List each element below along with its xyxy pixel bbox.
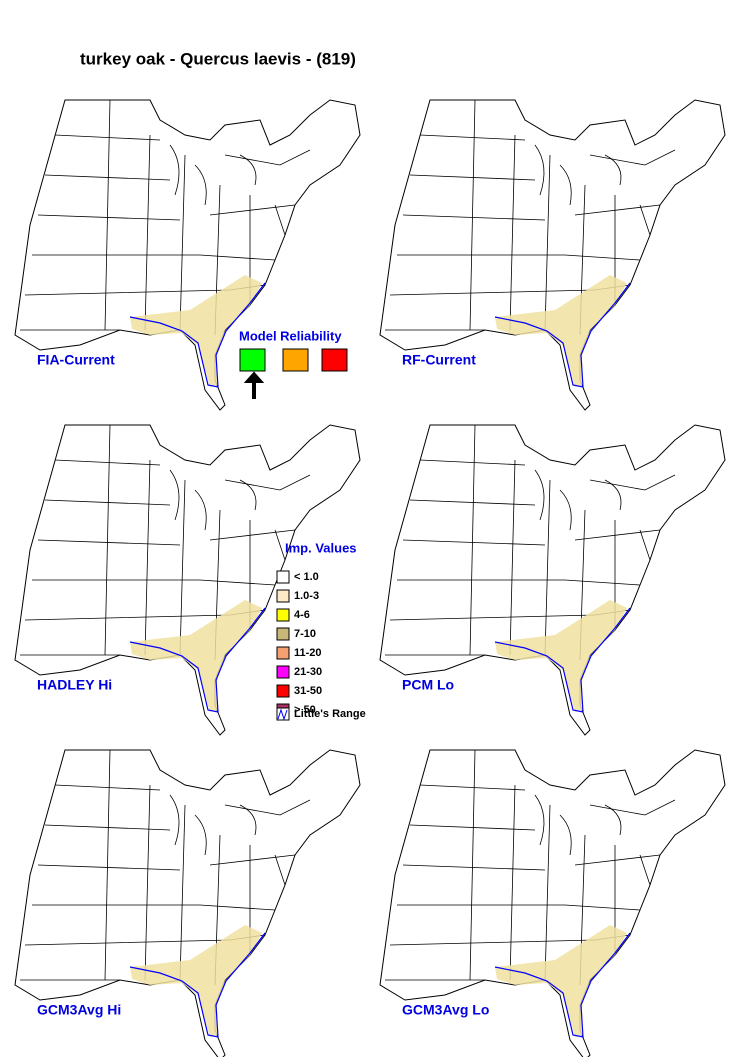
legend-label: > 50 xyxy=(294,704,316,716)
panel-label: HADLEY Hi xyxy=(37,677,112,693)
legend-label: 31-50 xyxy=(294,685,322,697)
panel-label: PCM Lo xyxy=(402,677,454,693)
legend-swatch xyxy=(276,627,290,641)
legend-swatch xyxy=(276,646,290,660)
legend-label: 11-20 xyxy=(294,647,322,659)
legend-swatch xyxy=(276,665,290,679)
legend: < 1.0 1.0-3 4-6 7-10 11-20 21-30 31-50 > 50 xyxy=(276,570,322,717)
legend-swatch xyxy=(276,608,290,622)
reliability-box xyxy=(239,348,266,372)
legend-swatch xyxy=(276,570,290,584)
title: turkey oak - Quercus laevis - (819) xyxy=(80,49,356,68)
panels: FIA-Current RF-Current HADLEY Hi PCM Lo GCM3… xyxy=(14,99,726,1057)
range-swatch xyxy=(276,707,290,721)
legend-label: 1.0-3 xyxy=(294,590,319,602)
legend-label: 7-10 xyxy=(294,628,316,640)
arrow xyxy=(243,371,265,399)
reliability-title: Model Reliability xyxy=(239,328,342,343)
range-label: Little's Range xyxy=(294,708,366,720)
panel-label: RF-Current xyxy=(402,352,476,368)
reliability-boxes xyxy=(239,348,348,372)
legend-label: 21-30 xyxy=(294,666,322,678)
legend-label: 4-6 xyxy=(294,609,310,621)
legend-swatch xyxy=(276,684,290,698)
legend-title: Imp. Values xyxy=(285,540,357,555)
panel-label: FIA-Current xyxy=(37,352,115,368)
legend-label: < 1.0 xyxy=(294,571,319,583)
range-swatch-line xyxy=(277,708,288,721)
reliability-box xyxy=(282,348,309,372)
panel-label: GCM3Avg Hi xyxy=(37,1002,121,1018)
legend-swatch xyxy=(276,589,290,603)
panel-label: GCM3Avg Lo xyxy=(402,1002,489,1018)
reliability-box xyxy=(321,348,348,372)
